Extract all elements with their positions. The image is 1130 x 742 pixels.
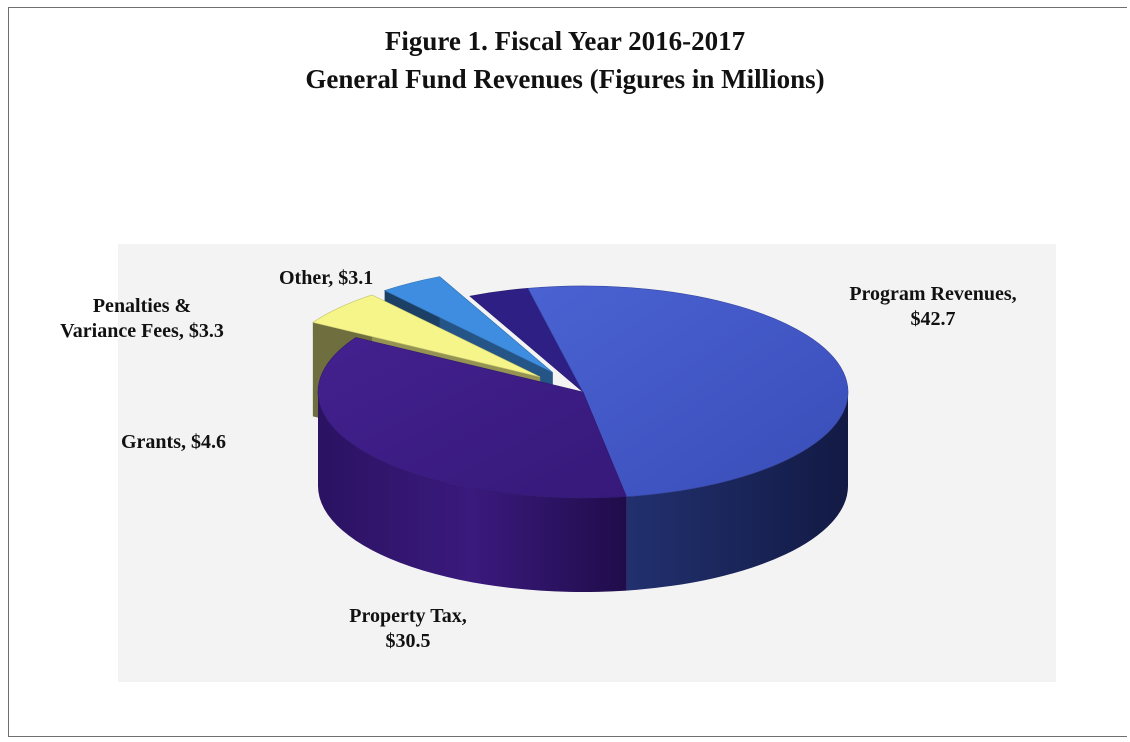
slice-side-property-tax: [318, 392, 627, 592]
slice-label-grants-text: Grants, $4.6: [121, 431, 226, 453]
slice-penalties-variance-fees: [383, 276, 553, 373]
slice-label-property-tax: Property Tax, $30.5: [328, 604, 488, 654]
slice-label-property-tax-value: $30.5: [385, 630, 431, 652]
slice-label-penalties-variance-fees: Penalties & Variance Fees, $3.3: [31, 294, 253, 344]
slice-grants: [312, 294, 541, 378]
chart-subtitle: General Fund Revenues (Figures in Millio…: [305, 64, 825, 94]
chart-title-block: Figure 1. Fiscal Year 2016-2017 General …: [0, 22, 1130, 98]
slice-program-revenues: [527, 285, 849, 497]
slice-label-penalties-line1: Penalties &: [92, 295, 192, 317]
chart-title: Figure 1. Fiscal Year 2016-2017: [384, 26, 746, 56]
slice-side-program-revenues: [626, 392, 849, 591]
slice-label-other-text: Other, $3.1: [279, 267, 374, 289]
slice-label-program-revenues-line1: Program Revenues,: [849, 283, 1017, 305]
slice-label-program-revenues-value: $42.7: [910, 308, 956, 330]
slice-label-grants: Grants, $4.6: [121, 430, 226, 455]
slice-label-property-tax-line1: Property Tax,: [349, 605, 467, 627]
slice-label-other: Other, $3.1: [279, 266, 373, 291]
slice-label-penalties-line2: Variance Fees, $3.3: [60, 320, 224, 342]
slice-label-program-revenues: Program Revenues, $42.7: [826, 282, 1040, 332]
slice-property-tax: [317, 337, 627, 499]
